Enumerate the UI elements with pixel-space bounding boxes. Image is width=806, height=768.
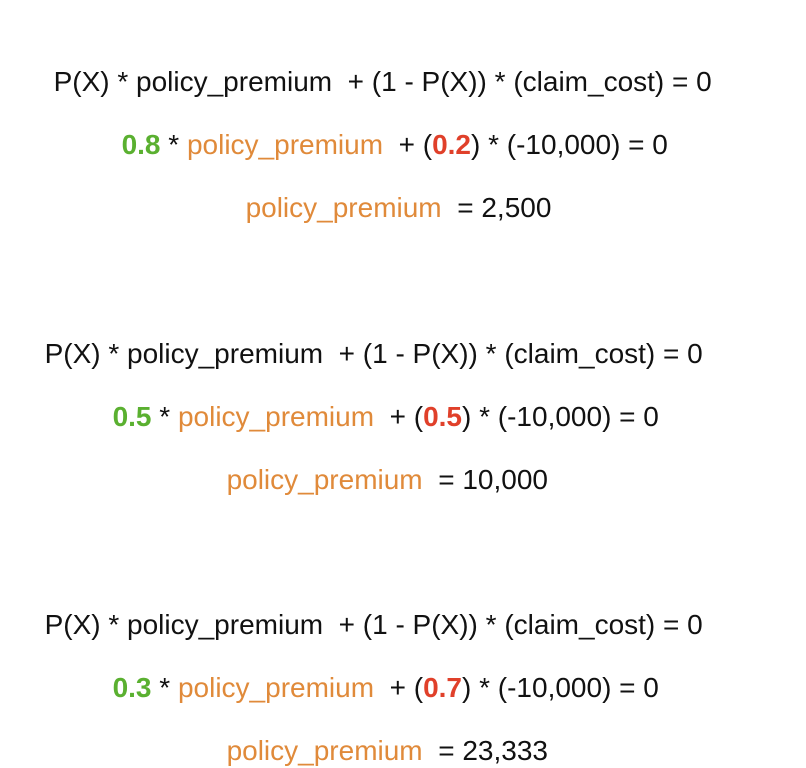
claim-tail: ) * (-10,000) = 0 xyxy=(471,129,668,160)
general-equation-text: P(X) * policy_premium + (1 - P(X)) * (cl… xyxy=(44,609,703,640)
result-equation-3: policy_premium = 23,333 xyxy=(0,700,806,768)
premium-label: policy_premium xyxy=(177,401,375,432)
result-value: 23,333 xyxy=(462,735,548,766)
result-equals: = xyxy=(422,735,463,766)
plus-open: + ( xyxy=(374,401,424,432)
probability-value: 0.5 xyxy=(112,401,152,432)
plus-open: + ( xyxy=(374,672,424,703)
claim-tail: ) * (-10,000) = 0 xyxy=(462,672,659,703)
substituted-equation-2: 0.5 * policy_premium + (0.5) * (-10,000)… xyxy=(0,366,806,434)
premium-label: policy_premium xyxy=(226,735,423,766)
probability-value: 0.8 xyxy=(121,129,161,160)
premium-label: policy_premium xyxy=(177,672,375,703)
multiply-operator: * xyxy=(160,129,187,160)
complement-value: 0.2 xyxy=(432,129,471,160)
claim-tail: ) * (-10,000) = 0 xyxy=(462,401,659,432)
multiply-operator: * xyxy=(151,401,178,432)
general-equation-text: P(X) * policy_premium + (1 - P(X)) * (cl… xyxy=(53,66,712,97)
result-value: 10,000 xyxy=(462,464,548,495)
general-equation-2: P(X) * policy_premium + (1 - P(X)) * (cl… xyxy=(0,303,806,371)
substituted-equation-1: 0.8 * policy_premium + (0.2) * (-10,000)… xyxy=(0,94,806,162)
result-value: 2,500 xyxy=(481,192,552,223)
result-equals: = xyxy=(441,192,482,223)
general-equation-1: P(X) * policy_premium + (1 - P(X)) * (cl… xyxy=(0,31,806,99)
complement-value: 0.7 xyxy=(423,672,462,703)
premium-label: policy_premium xyxy=(245,192,442,223)
probability-value: 0.3 xyxy=(112,672,152,703)
multiply-operator: * xyxy=(151,672,178,703)
premium-label: policy_premium xyxy=(186,129,384,160)
result-equals: = xyxy=(422,464,463,495)
plus-open: + ( xyxy=(383,129,433,160)
result-equation-2: policy_premium = 10,000 xyxy=(0,429,806,497)
premium-label: policy_premium xyxy=(226,464,423,495)
substituted-equation-3: 0.3 * policy_premium + (0.7) * (-10,000)… xyxy=(0,637,806,705)
general-equation-text: P(X) * policy_premium + (1 - P(X)) * (cl… xyxy=(44,338,703,369)
result-equation-1: policy_premium = 2,500 xyxy=(0,157,806,225)
complement-value: 0.5 xyxy=(423,401,462,432)
general-equation-3: P(X) * policy_premium + (1 - P(X)) * (cl… xyxy=(0,574,806,642)
